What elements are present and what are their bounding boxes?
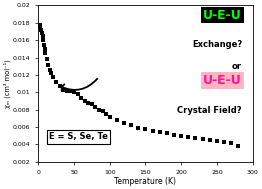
Point (104, 112, 108, 115)
Point (101, 110, 105, 113)
Point (48, 68, 52, 71)
Point (179, 134, 183, 137)
Text: Exchange?: Exchange? (192, 40, 242, 49)
Point (68, 90, 73, 93)
Point (75, 93, 80, 96)
Point (143, 127, 148, 130)
Point (58, 85, 62, 88)
Point (38, 26, 42, 29)
Point (72, 91, 76, 94)
Point (208, 139, 212, 142)
Point (45, 58, 49, 61)
Point (79, 97, 83, 100)
Point (42, 43, 46, 46)
Point (49, 72, 53, 75)
Point (129, 124, 133, 127)
Point (229, 141, 233, 144)
Point (54, 80, 58, 83)
Point (39, 28, 43, 31)
Text: Crystal Field?: Crystal Field? (177, 105, 242, 115)
Point (215, 139, 219, 143)
Y-axis label: χₘ (cm³ mol⁻¹): χₘ (cm³ mol⁻¹) (3, 59, 11, 108)
Point (122, 121, 126, 124)
Point (200, 138, 205, 141)
Point (65, 89, 69, 92)
Point (41, 39, 45, 42)
Text: U-E-U: U-E-U (203, 9, 242, 22)
Point (38, 23, 42, 26)
Point (93, 106, 97, 109)
Point (158, 131, 162, 134)
Point (172, 133, 176, 136)
Point (115, 119, 119, 122)
Point (97, 108, 101, 111)
Point (222, 140, 226, 143)
Point (151, 130, 155, 133)
Point (136, 126, 140, 129)
Point (108, 115, 112, 118)
Point (43, 52, 48, 55)
Point (51, 75, 55, 78)
Point (90, 103, 94, 106)
Point (43, 47, 47, 50)
Point (61, 88, 66, 91)
Point (40, 32, 44, 35)
Point (83, 99, 87, 102)
Point (186, 136, 190, 139)
Text: U-E-U: U-E-U (203, 74, 242, 87)
Text: E = S, Se, Te: E = S, Se, Te (49, 132, 108, 142)
X-axis label: Temperature (K): Temperature (K) (114, 177, 177, 186)
Point (41, 34, 45, 37)
Point (236, 145, 241, 148)
Point (86, 101, 90, 104)
Point (165, 132, 169, 135)
Point (46, 63, 50, 66)
Text: or: or (232, 62, 242, 71)
Point (193, 137, 198, 140)
